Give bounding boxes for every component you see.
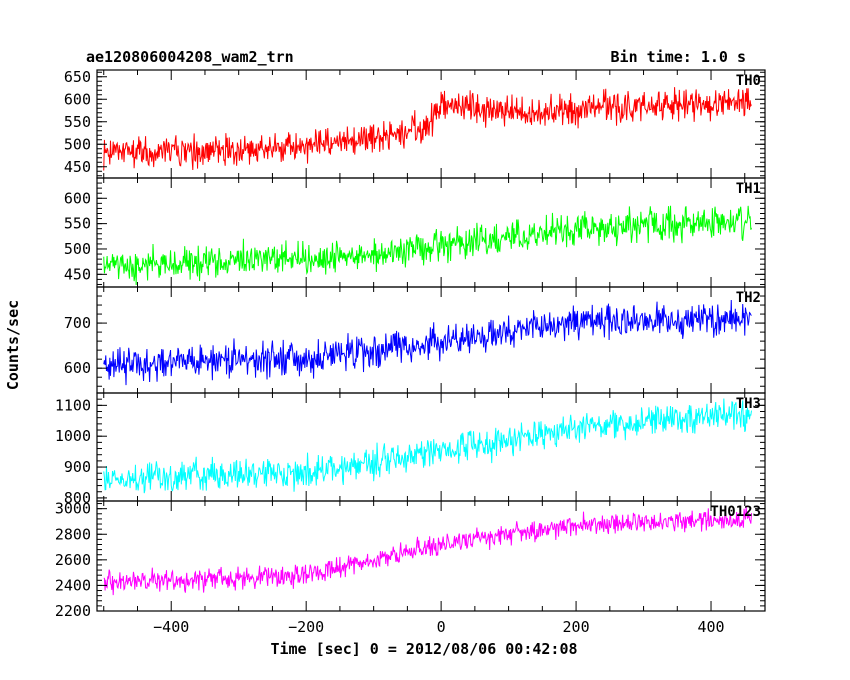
- y-tick-label: 2200: [55, 602, 91, 620]
- panel-th3: 800 900 1000 1100 TH3: [55, 392, 766, 507]
- y-tick-label: 3000: [55, 500, 91, 518]
- panel-th1: 450 500 550 600 TH1: [64, 177, 766, 288]
- y-tick-label: 900: [64, 458, 91, 476]
- series-line-th3: [103, 398, 753, 494]
- y-tick-label: 650: [64, 68, 91, 86]
- panels-group: 450 500 550 600 650 TH0 450 500 550 600 TH1 600 700 T…: [55, 68, 766, 620]
- y-tick-label: 800: [64, 489, 91, 507]
- x-axis-label: Time [sec] 0 = 2012/08/06 00:42:08: [270, 640, 577, 658]
- y-tick-label: 450: [64, 265, 91, 283]
- panel-label-th3: TH3: [736, 396, 761, 412]
- panel-label-th2: TH2: [736, 290, 761, 306]
- x-tick-label: 400: [697, 618, 724, 636]
- y-axis-label: Counts/sec: [4, 300, 22, 390]
- y-tick-label: 2400: [55, 576, 91, 594]
- panel-th0: 450 500 550 600 650 TH0: [64, 68, 766, 179]
- y-tick-label: 550: [64, 215, 91, 233]
- panel-label-th0: TH0: [736, 73, 761, 89]
- panel-label-th1: TH1: [736, 181, 761, 197]
- y-tick-label: 600: [64, 90, 91, 108]
- y-tick-label: 450: [64, 158, 91, 176]
- series-line-th0123: [103, 506, 753, 596]
- x-tick-label: 200: [563, 618, 590, 636]
- y-tick-label: 600: [64, 189, 91, 207]
- y-tick-label: 600: [64, 359, 91, 377]
- y-tick-label: 500: [64, 240, 91, 258]
- series-line-th1: [103, 205, 752, 286]
- panel-th2: 600 700 TH2: [64, 286, 766, 394]
- x-tick-label: −200: [288, 618, 324, 636]
- y-tick-label: 700: [64, 314, 91, 332]
- y-tick-label: 2800: [55, 525, 91, 543]
- chart-title: ae120806004208_wam2_trn: [86, 48, 294, 66]
- x-tick-label: 0: [437, 618, 446, 636]
- y-tick-label: 1100: [55, 396, 91, 414]
- panel-label-th0123: TH0123: [710, 504, 761, 520]
- panel-frame: [96, 500, 766, 612]
- y-tick-label: 550: [64, 113, 91, 131]
- bin-time-label: Bin time: 1.0 s: [611, 48, 746, 66]
- panel-th0123: 2200 2400 2600 2800 3000 TH0123: [55, 500, 766, 620]
- series-line-th0: [103, 87, 752, 171]
- y-tick-label: 500: [64, 135, 91, 153]
- x-axis: −400 −200 0 200 400: [153, 618, 724, 636]
- y-tick-label: 2600: [55, 551, 91, 569]
- x-tick-label: −400: [153, 618, 189, 636]
- y-tick-label: 1000: [55, 427, 91, 445]
- series-line-th2: [103, 299, 752, 386]
